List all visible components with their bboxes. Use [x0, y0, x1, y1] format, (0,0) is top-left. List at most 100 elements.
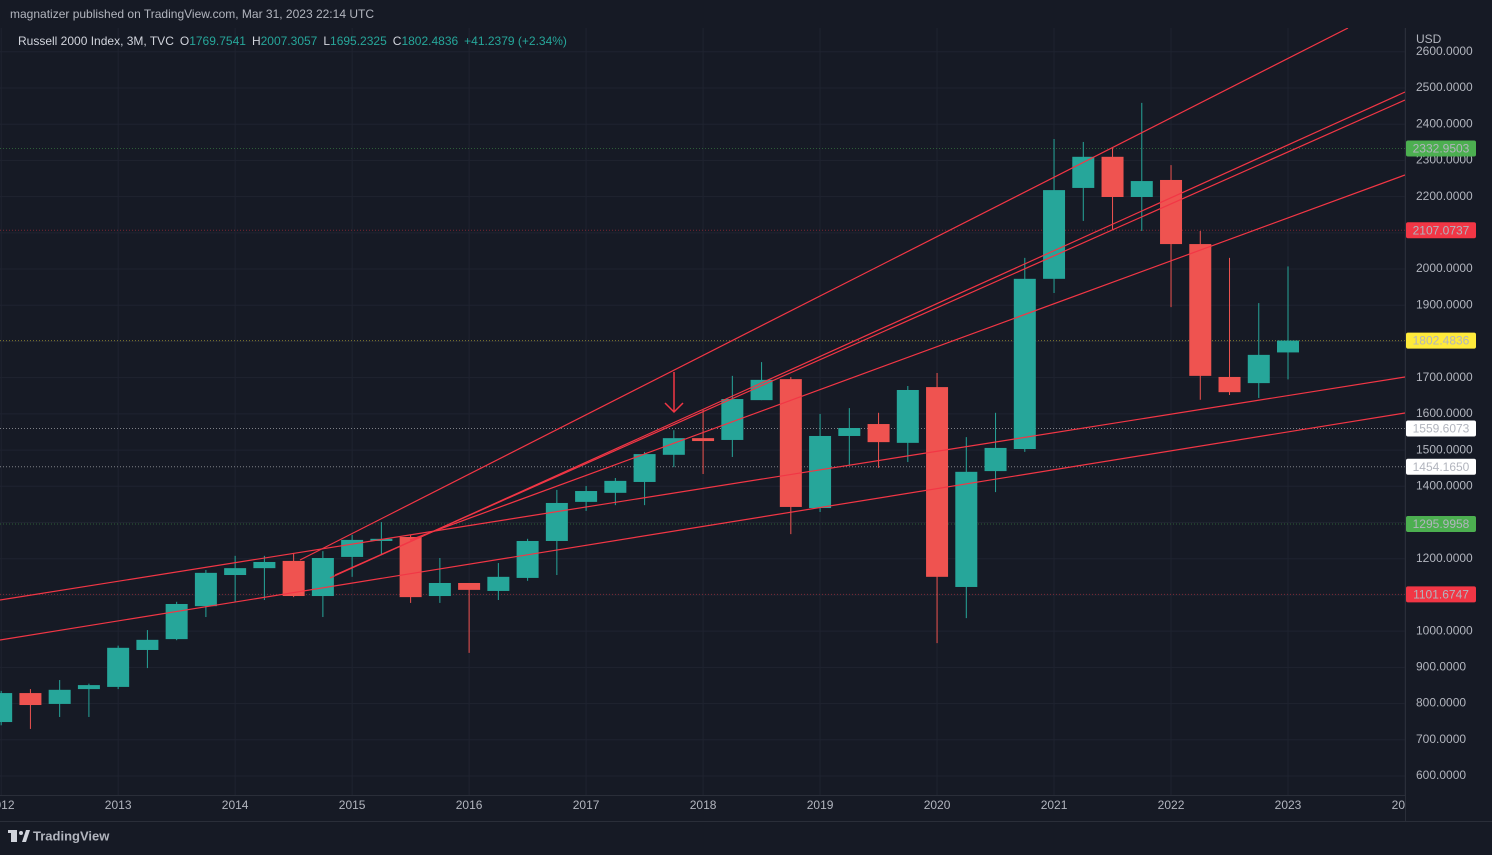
legend-part: 2007.3057 [261, 34, 318, 48]
candle-body [136, 639, 159, 650]
arrow [664, 372, 684, 414]
trendline [0, 412, 1405, 641]
y-tick-label: 900.0000 [1416, 660, 1466, 674]
currency: USD [1416, 32, 1442, 46]
y-tick-label: 2200.0000 [1416, 189, 1473, 203]
candle-body [77, 685, 100, 690]
trendlines [0, 28, 1405, 641]
y-tick-label: 1700.0000 [1416, 370, 1473, 384]
candle-body [633, 454, 656, 482]
y-tick-label: 1000.0000 [1416, 623, 1473, 637]
y-tick-label: 1500.0000 [1416, 442, 1473, 456]
candle-body [253, 561, 276, 569]
y-tick-label: 800.0000 [1416, 696, 1466, 710]
x-tick-label: 2022 [1158, 798, 1185, 812]
candle-body [224, 568, 247, 576]
legend-part: O [180, 34, 189, 48]
x-tick-label: 2021 [1041, 798, 1068, 812]
trendline [409, 174, 1405, 541]
time-axis: 2012 2013 2014 2015 2016 2017 2018 2019 2020 2021… [0, 798, 1419, 812]
candle-body [692, 438, 715, 442]
x-tick-label: 2023 [1275, 798, 1302, 812]
candle-body [399, 537, 422, 598]
candle-body [662, 438, 685, 455]
candle-body [984, 447, 1007, 472]
legend-part: 1802.4836 [401, 34, 458, 48]
legend-part: C [393, 34, 402, 48]
candle-body [311, 558, 334, 597]
tradingview-logo [8, 830, 30, 842]
price-badge-label: 1559.6073 [1413, 422, 1470, 436]
trendline [299, 28, 1349, 561]
candles [0, 102, 1300, 729]
candle-body [48, 689, 71, 704]
candle-body [809, 435, 832, 509]
price-badge-label: 2332.9503 [1413, 142, 1470, 156]
legend-part: L [323, 34, 330, 48]
legend-part: H [252, 34, 261, 48]
candle-body [1160, 179, 1183, 245]
trendline [329, 91, 1405, 579]
candle-body [107, 647, 130, 687]
y-tick-label: 2600.0000 [1416, 44, 1473, 58]
candle-body [282, 560, 305, 597]
price-badge [1406, 458, 1476, 475]
price-badge-label: 1295.9958 [1413, 517, 1470, 531]
x-tick-label: 2020 [924, 798, 951, 812]
price-badge-label: 2107.0737 [1413, 223, 1470, 237]
price-badge [1406, 420, 1476, 437]
candle-body [896, 389, 919, 443]
x-tick-label: 2018 [690, 798, 717, 812]
candle-body [428, 582, 451, 597]
legend-part: 1695.2325 [330, 34, 387, 48]
y-tick-label: 1600.0000 [1416, 406, 1473, 420]
candle-body [0, 693, 13, 723]
candle-body [867, 424, 890, 443]
candle-body [1130, 181, 1153, 197]
y-tick-label: 700.0000 [1416, 732, 1466, 746]
candle-body [779, 379, 802, 507]
trendline [0, 376, 1405, 601]
candle-body [1189, 244, 1212, 376]
brand: TradingView [33, 828, 110, 843]
y-tick-label: 2000.0000 [1416, 261, 1473, 275]
x-tick-label: 2012 [0, 798, 15, 812]
candle-body [575, 491, 598, 502]
x-tick-label: 2024 [1392, 798, 1419, 812]
candle-body [516, 540, 539, 578]
price-badge-label: 1454.1650 [1413, 460, 1470, 474]
x-tick-label: 2019 [807, 798, 834, 812]
candle-body [194, 572, 217, 607]
y-tick-label: 600.0000 [1416, 768, 1466, 782]
legend-part: +41.2379 (+2.34%) [464, 34, 567, 48]
candle-body [1101, 156, 1124, 197]
legend-part: Russell 2000 Index, 3M, TVC [18, 34, 174, 48]
publisher: magnatizer published on TradingView.com,… [10, 7, 374, 21]
y-tick-label: 1400.0000 [1416, 478, 1473, 492]
x-tick-label: 2014 [222, 798, 249, 812]
price-badge [1406, 586, 1476, 603]
candle-body [1013, 278, 1036, 450]
price-badge [1406, 140, 1476, 157]
price-badges: 2332.9503 2107.0737 1802.4836 1559.6073 1454… [1406, 140, 1476, 603]
candle-body [1277, 340, 1300, 353]
candle-body [19, 693, 42, 706]
candle-body [487, 576, 510, 591]
price-badge [1406, 515, 1476, 532]
candle-body [721, 399, 744, 440]
candle-body [165, 603, 188, 640]
candle-body [955, 471, 978, 587]
x-tick-label: 2013 [105, 798, 132, 812]
x-tick-label: 2016 [456, 798, 483, 812]
candle-body [1043, 190, 1066, 279]
price-badge-label: 1101.6747 [1413, 588, 1469, 602]
y-tick-label: 2500.0000 [1416, 80, 1473, 94]
x-tick-label: 2017 [573, 798, 600, 812]
candle-body [458, 582, 481, 590]
y-tick-label: 2400.0000 [1416, 116, 1473, 130]
price-badge [1406, 332, 1476, 349]
price-badge-label: 1802.4836 [1413, 334, 1470, 348]
